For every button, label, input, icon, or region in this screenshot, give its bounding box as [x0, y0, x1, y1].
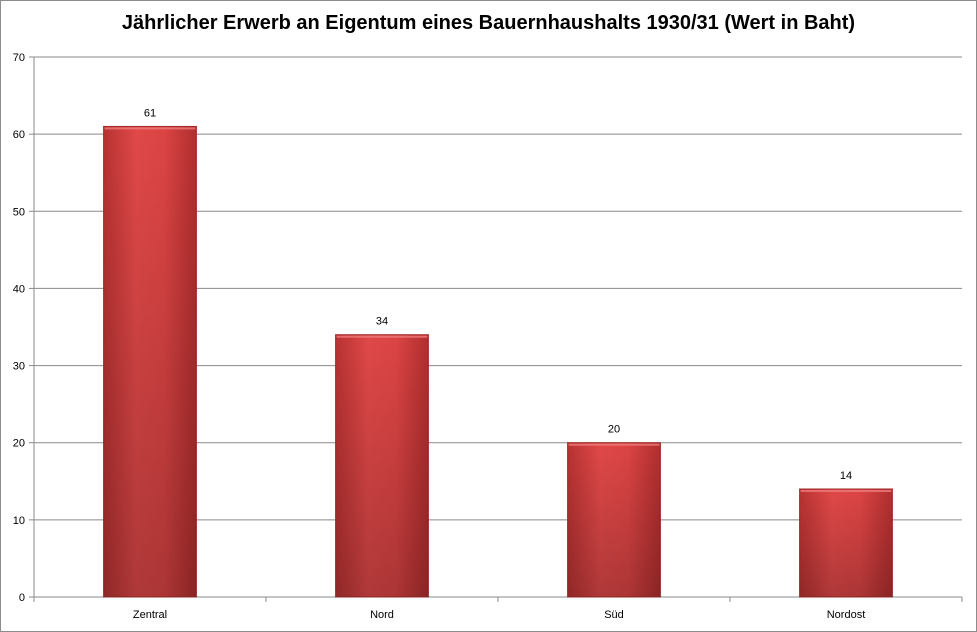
y-tick-label: 50: [13, 206, 25, 218]
bar-highlight: [104, 127, 196, 130]
bar-shading: [103, 126, 197, 597]
data-label: 20: [608, 424, 620, 436]
x-tick-label: Süd: [604, 609, 624, 621]
y-tick-label: 40: [13, 283, 25, 295]
x-tick-label: Zentral: [133, 609, 167, 621]
y-tick-label: 70: [13, 52, 25, 64]
y-tick-label: 20: [13, 438, 25, 450]
data-label: 61: [144, 107, 156, 119]
data-label: 34: [376, 316, 388, 328]
bar-shading: [335, 334, 429, 597]
bar-highlight: [568, 443, 660, 446]
y-tick-label: 60: [13, 129, 25, 141]
data-label: 14: [840, 470, 852, 482]
y-tick-label: 0: [19, 592, 25, 604]
y-tick-label: 30: [13, 361, 25, 373]
bar-shading: [799, 489, 893, 597]
bar-highlight: [336, 335, 428, 338]
x-tick-label: Nord: [370, 609, 394, 621]
bar-shading: [567, 442, 661, 597]
y-tick-label: 10: [13, 515, 25, 527]
x-tick-label: Nordost: [827, 609, 866, 621]
bar-highlight: [800, 490, 892, 492]
chart-title: Jährlicher Erwerb an Eigentum eines Baue…: [121, 12, 856, 34]
